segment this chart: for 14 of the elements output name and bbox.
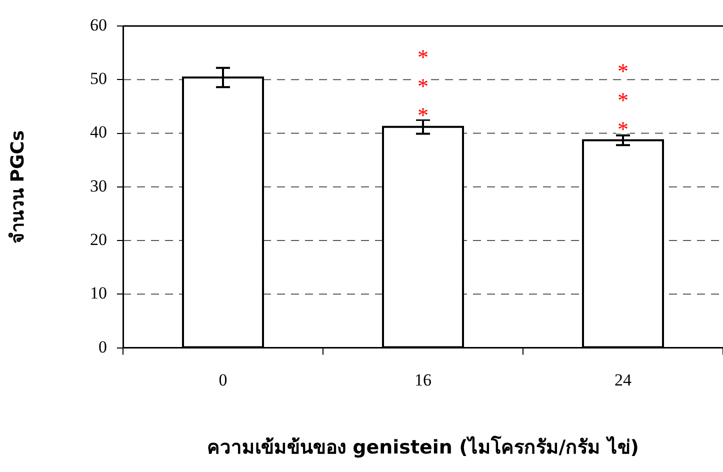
y-axis-title: จำนวน PGCs bbox=[7, 130, 28, 244]
x-tick-label: 0 bbox=[218, 370, 228, 390]
x-axis-title: ความเข้มข้นของ genistein (ไมโครกรัม/กรัม ไข่) bbox=[207, 436, 639, 459]
y-tick-label: 40 bbox=[90, 122, 107, 142]
y-tick-label: 60 bbox=[90, 15, 107, 34]
y-tick-label: 50 bbox=[90, 69, 107, 88]
y-tick-label: 30 bbox=[90, 176, 107, 196]
y-tick-label: 0 bbox=[98, 337, 107, 356]
annotation: *** bbox=[418, 44, 428, 128]
x-tick-label: 16 bbox=[414, 370, 432, 390]
annotation: *** bbox=[618, 58, 628, 142]
y-tick-label: 20 bbox=[90, 230, 107, 249]
y-tick-label: 10 bbox=[90, 284, 107, 303]
x-tick-label: 24 bbox=[614, 370, 632, 390]
